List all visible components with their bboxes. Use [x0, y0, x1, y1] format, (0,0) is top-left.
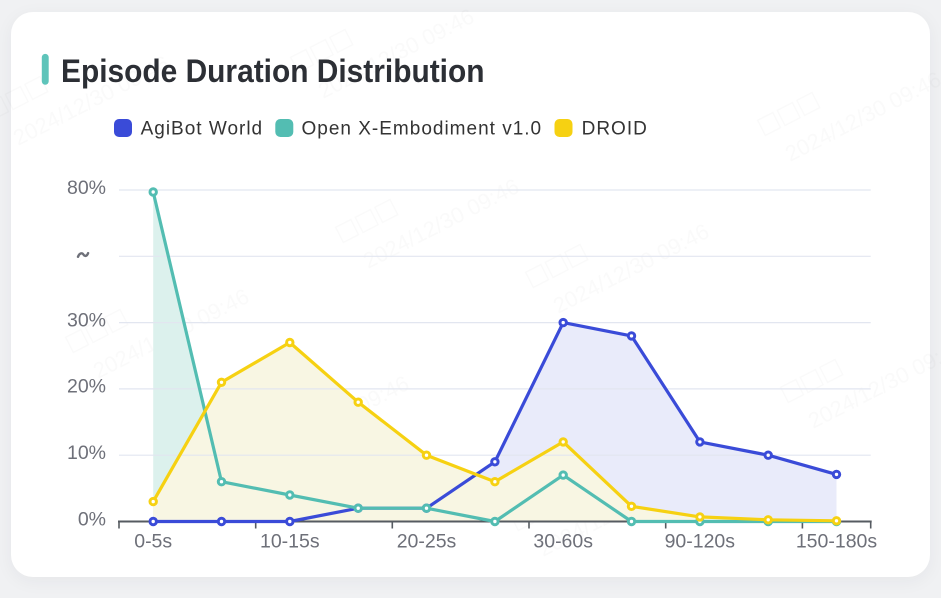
svg-text:Open X-Embodiment v1.0: Open X-Embodiment v1.0	[302, 119, 543, 140]
svg-text:DROID: DROID	[582, 119, 648, 140]
svg-text:AgiBot World: AgiBot World	[141, 119, 264, 140]
svg-text:2024/12/30 09:46: 2024/12/30 09:46	[359, 173, 523, 273]
svg-text:20-25s: 20-25s	[397, 530, 457, 552]
svg-text:10-15s: 10-15s	[260, 530, 320, 552]
svg-text:30%: 30%	[67, 309, 106, 331]
svg-text:2024/12/30 09:46: 2024/12/30 09:46	[549, 218, 713, 318]
svg-text:0%: 0%	[78, 508, 106, 530]
svg-text:Episode Duration Distribution: Episode Duration Distribution	[61, 53, 485, 89]
svg-text:80%: 80%	[67, 177, 106, 199]
svg-text:30-60s: 30-60s	[533, 530, 593, 552]
svg-text:10%: 10%	[67, 442, 106, 464]
svg-text:2024/12/30 09:46: 2024/12/30 09:46	[804, 333, 941, 433]
svg-text:90-120s: 90-120s	[665, 530, 736, 552]
svg-text:150-180s: 150-180s	[796, 530, 878, 552]
svg-text:0-5s: 0-5s	[134, 530, 172, 552]
svg-text:2024/12/30 09:46: 2024/12/30 09:46	[781, 66, 941, 166]
svg-text:20%: 20%	[67, 376, 106, 398]
